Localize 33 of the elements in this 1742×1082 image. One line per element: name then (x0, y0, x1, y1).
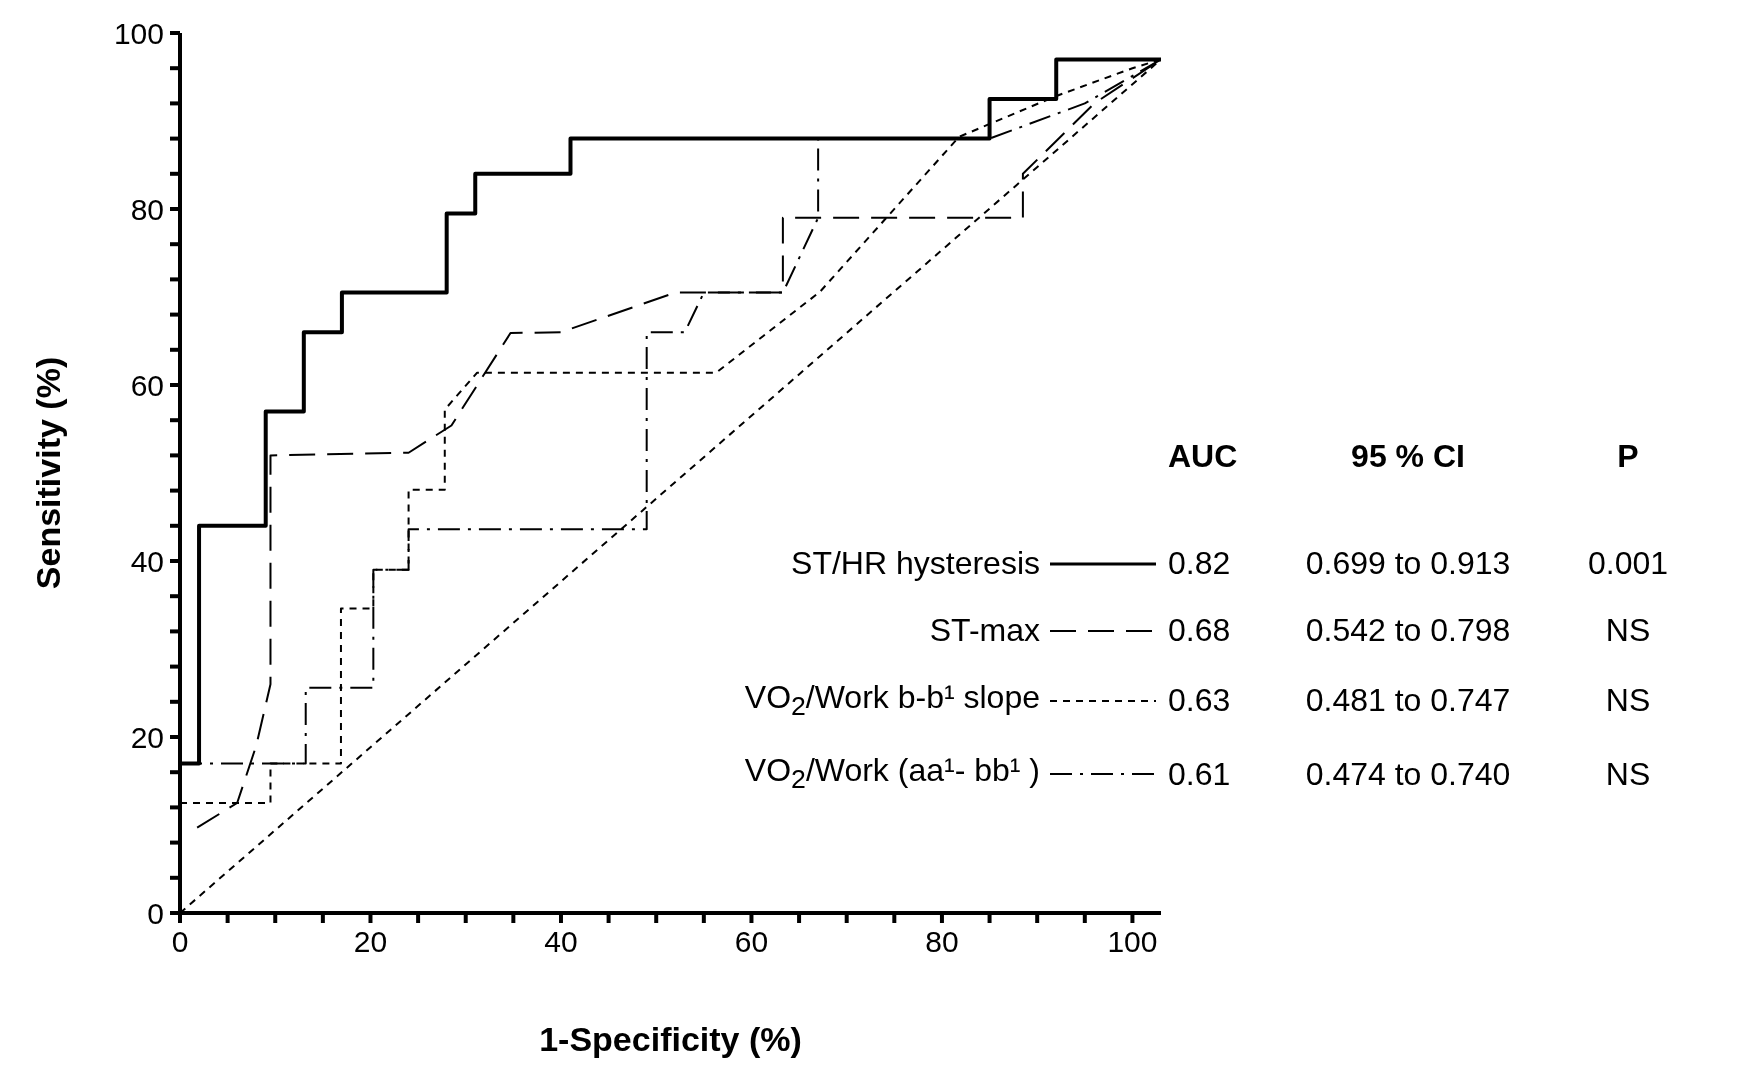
y-axis-title: Sensitivity (%) (29, 356, 68, 590)
text: 0.699 to 0.913 (1304, 545, 1512, 582)
legend-label: VO$_{2}$/Work (aa¹- bb¹ ) (743, 752, 1041, 796)
legend-label: ST/HR hysteresis (790, 545, 1041, 582)
y-tick-label: 60 (130, 368, 164, 402)
y-tick-label: 80 (130, 192, 164, 226)
x-axis-title: 1-Specificity (%) (539, 1020, 802, 1058)
x-tick-label: 80 (925, 925, 959, 959)
y-tick-label: 100 (113, 16, 164, 50)
legend-label: VO$_{2}$/Work b-b¹ slope (743, 679, 1041, 723)
y-tick-label: 20 (130, 720, 164, 754)
x-tick-label: 40 (544, 925, 578, 959)
text: 95 % CI (1350, 438, 1466, 476)
x-tick-label: 20 (353, 925, 388, 959)
y-tick-label: 40 (130, 544, 164, 578)
text: NS (1604, 755, 1652, 793)
y-tick-label: 0 (147, 896, 164, 930)
text: 0.63 (1168, 682, 1232, 720)
x-tick-label: 100 (1107, 925, 1158, 959)
text: 0.68 (1168, 612, 1232, 649)
text: NS (1604, 682, 1652, 720)
x-tick-label: 0 (171, 925, 189, 959)
text: P (1616, 438, 1640, 476)
text: 0.82 (1168, 545, 1232, 582)
legend-label: ST-max (928, 612, 1041, 649)
text: 0.61 (1168, 755, 1232, 793)
text: NS (1604, 612, 1652, 649)
text: AUC (1168, 438, 1239, 476)
x-tick-label: 60 (734, 925, 769, 959)
text: 0.542 to 0.798 (1304, 612, 1512, 649)
text: 0.001 (1586, 545, 1670, 582)
text: 0.481 to 0.747 (1304, 682, 1512, 720)
text: 0.474 to 0.740 (1304, 755, 1512, 793)
